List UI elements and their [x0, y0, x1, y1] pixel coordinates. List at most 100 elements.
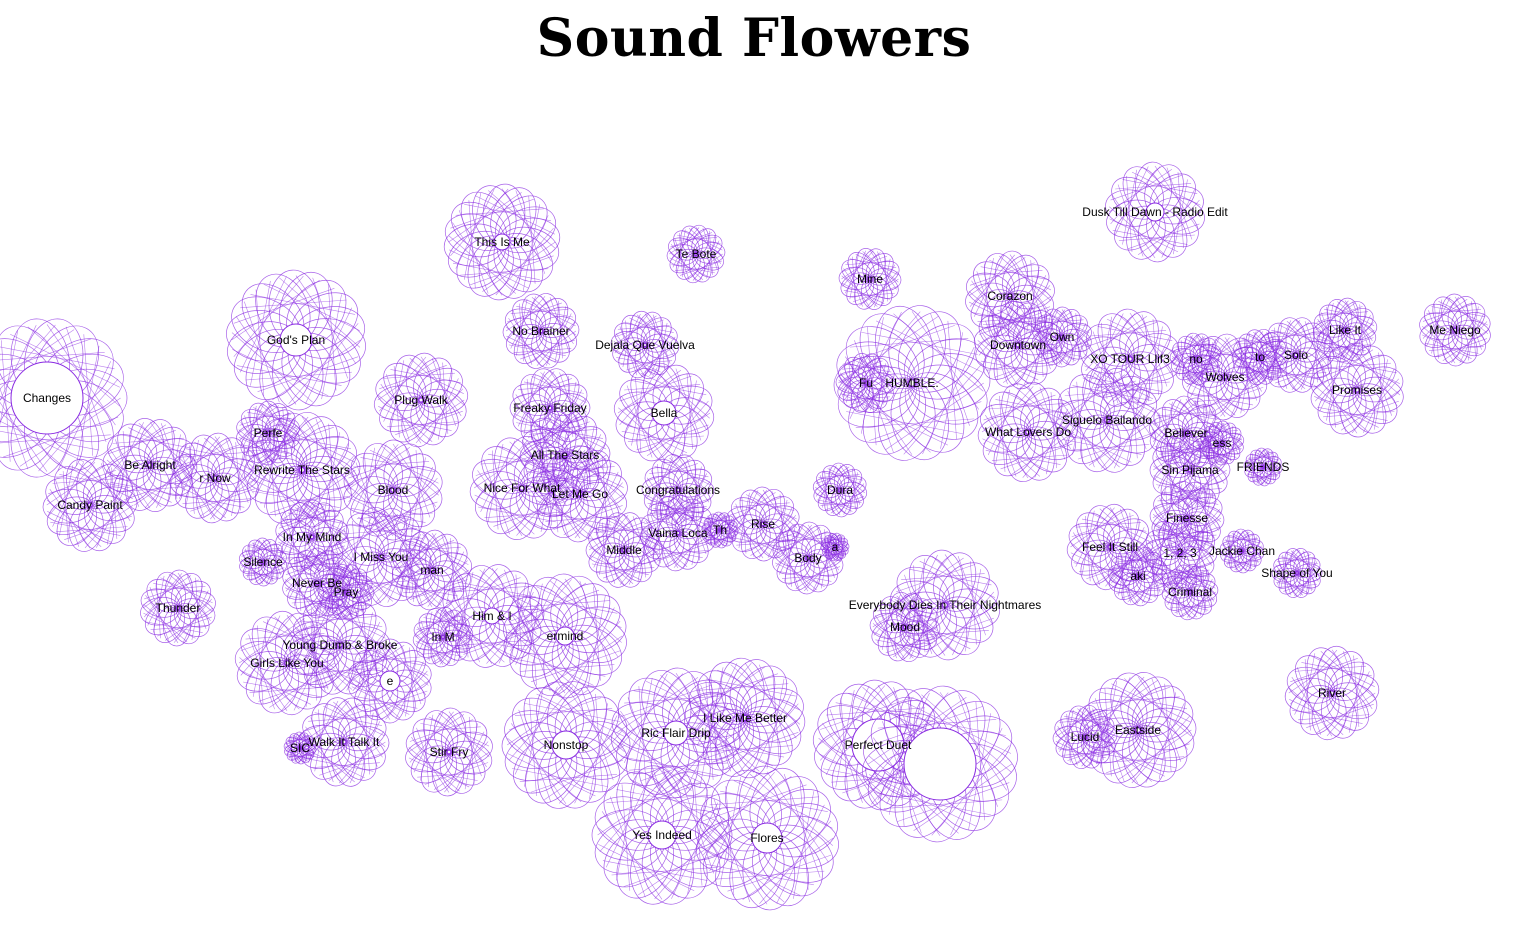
flower	[330, 507, 432, 607]
flower	[610, 310, 680, 380]
flower	[695, 765, 839, 911]
flower-center	[647, 820, 677, 850]
labels-layer: Changes God's Plan This Is Me Te Bote Mine Du…	[23, 205, 1481, 845]
flower-label: r Now	[199, 471, 231, 485]
flower-center	[903, 727, 977, 801]
flower-label: Congratulations	[636, 483, 720, 497]
flower	[532, 445, 628, 543]
page-title: Sound Flowers	[536, 8, 972, 69]
flower-label: Thunder	[156, 601, 201, 615]
flower-label: Promises	[1332, 383, 1382, 397]
flower-center	[1145, 202, 1165, 222]
flower-label: In My Mind	[283, 530, 342, 544]
flower-center	[651, 400, 677, 426]
flower	[412, 606, 474, 668]
flower-label: Rewrite The Stars	[254, 463, 350, 477]
flower	[1032, 306, 1092, 368]
flower	[503, 573, 627, 699]
flower-label: Eastside	[1115, 723, 1161, 737]
flower-label: no	[1189, 352, 1203, 366]
flower	[1284, 645, 1380, 741]
flower-label: Yes Indeed	[632, 828, 692, 842]
flower-label: Own	[1050, 330, 1075, 344]
flower-label: I Like Me Better	[703, 711, 787, 725]
flower-label: XO TOUR Llif3	[1090, 352, 1170, 366]
flower-center	[555, 626, 575, 646]
flower-label: Like It	[1329, 323, 1362, 337]
flower-label: Vaina Loca	[648, 526, 707, 540]
flower	[373, 352, 469, 448]
flower-label: Plug Walk	[394, 393, 449, 407]
flower-label: Ric Flair Drip	[641, 726, 711, 740]
flower	[1053, 367, 1161, 473]
flower-label: Finesse	[1166, 511, 1208, 525]
flower	[613, 362, 715, 464]
flower-label: Middle	[606, 543, 642, 557]
flower-label: Freaky Friday	[513, 401, 586, 415]
flower	[585, 512, 663, 588]
flower-label: Changes	[23, 391, 71, 405]
flower	[234, 610, 340, 716]
flower	[348, 638, 432, 724]
flower-label: Th	[713, 523, 727, 537]
flower	[169, 432, 261, 524]
flower-label: HUMBLE.	[885, 376, 938, 390]
flower	[42, 458, 138, 552]
flower-label: Be Alright	[124, 458, 176, 472]
flower-label: This Is Me	[474, 235, 530, 249]
flower	[1231, 328, 1289, 386]
flower	[102, 418, 198, 512]
flower	[701, 511, 739, 549]
flower-label: Fu	[859, 376, 873, 390]
flower	[140, 569, 216, 647]
flower-label: No Brainer	[512, 324, 569, 338]
flower	[1243, 447, 1283, 487]
flower-label: e	[387, 674, 394, 688]
flower-label: Candy Paint	[57, 498, 123, 512]
flower-label: Downtown	[990, 338, 1046, 352]
flower	[1219, 528, 1265, 574]
flower	[238, 537, 288, 587]
flower	[820, 532, 850, 562]
flower-label: Never Be	[292, 576, 342, 590]
flower-label: In M	[431, 630, 454, 644]
flower-label: Wolves	[1205, 370, 1244, 384]
flower-label: Blood	[378, 483, 409, 497]
flower-center	[551, 730, 581, 760]
flower	[298, 697, 390, 787]
flower	[977, 382, 1079, 482]
flower-label: Perfect Duet	[845, 738, 912, 752]
flower-label: Me Niego	[1429, 323, 1481, 337]
flower-center	[483, 607, 501, 625]
flower-label: Let Me Go	[552, 487, 608, 501]
flower-label: FRIENDS	[1237, 460, 1290, 474]
flower-label: What Lovers Do	[985, 425, 1071, 439]
flower	[1161, 563, 1219, 621]
flowers-layer	[0, 161, 1491, 911]
flower-label: Siguelo Bailando	[1062, 413, 1152, 427]
flower-label: Pray	[334, 585, 359, 599]
flower	[1079, 672, 1197, 788]
flower-label: Nonstop	[544, 738, 589, 752]
flower	[726, 486, 800, 562]
flower	[502, 293, 580, 369]
flower	[1312, 297, 1378, 363]
flower	[443, 183, 561, 301]
flower-label: Young Dumb & Broke	[283, 638, 398, 652]
flower	[405, 707, 493, 797]
flower	[1052, 704, 1118, 770]
flower	[641, 454, 715, 526]
flower-center	[751, 822, 783, 854]
flower-label: Believer	[1164, 426, 1207, 440]
flower-label: a	[832, 540, 839, 554]
flower	[1169, 332, 1223, 386]
flower-center	[493, 233, 511, 251]
flower	[0, 318, 128, 478]
flower-label: Dejala Que Vuelva	[595, 338, 695, 352]
flower	[838, 248, 902, 310]
flower	[965, 250, 1055, 342]
flower	[862, 685, 1018, 843]
flower-label: Solo	[1284, 348, 1308, 362]
flower-label: Perfe	[254, 426, 283, 440]
